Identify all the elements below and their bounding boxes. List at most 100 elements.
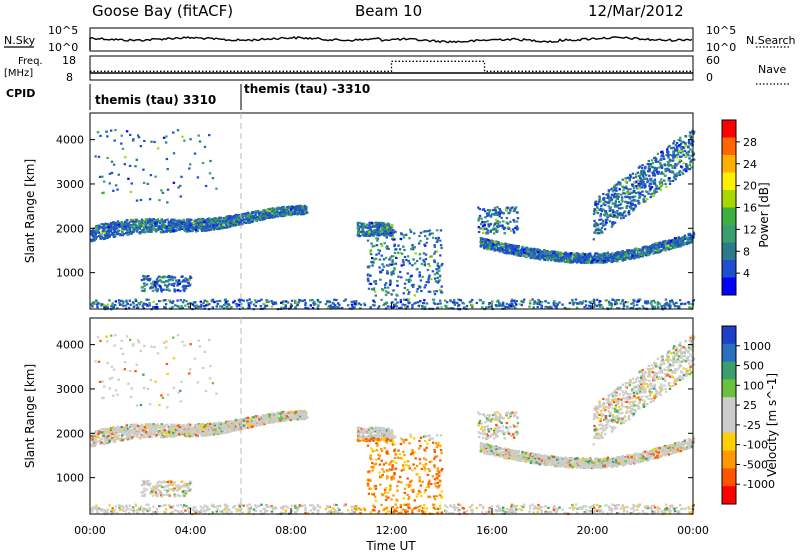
heatmap-cell [598,305,602,308]
heatmap-cell [244,221,248,225]
heatmap-cell [621,200,624,203]
heatmap-cell [692,132,695,135]
heatmap-cell [416,267,419,270]
heatmap-cell [520,252,523,255]
heatmap-cell [306,211,309,214]
heatmap-cell [412,248,415,251]
heatmap-cell [391,259,394,262]
heatmap-cell [374,280,377,283]
heatmap-cell [149,220,152,223]
heatmap-cell [434,280,438,283]
heatmap-cell [633,254,636,257]
heatmap-cell [367,226,370,229]
heatmap-cell [671,240,674,244]
heatmap-cell [319,301,322,304]
heatmap-cell [637,182,640,185]
heatmap-cell [690,306,694,309]
heatmap-cell [661,249,664,252]
heatmap-cell [194,228,198,231]
heatmap-cell [383,302,386,305]
heatmap-cell [237,303,241,306]
heatmap-cell [495,245,498,248]
heatmap-cell [637,191,640,194]
heatmap-cell [260,298,263,301]
heatmap-cell [95,226,99,229]
heatmap-cell [669,240,673,243]
heatmap-cell [390,293,393,296]
heatmap-cell [427,230,430,233]
heatmap-cell [426,237,429,240]
heatmap-cell [687,242,691,245]
heatmap-cell [169,301,173,304]
heatmap-cell [646,181,649,184]
heatmap-cell [218,225,221,229]
heatmap-cell [120,222,123,225]
heatmap-cell [618,183,622,186]
heatmap-cell [413,294,416,297]
heatmap-cell [692,231,695,234]
heatmap-cell [178,224,181,227]
heatmap-cell [190,226,193,229]
heatmap-cell [633,180,636,184]
heatmap-cell [538,248,541,251]
heatmap-cell [678,158,682,161]
heatmap-cell [148,302,151,305]
heatmap-cell [581,253,584,256]
heatmap-cell [139,222,143,226]
heatmap-cell [542,254,546,258]
heatmap-cell [316,305,320,308]
heatmap-cell [594,252,597,255]
heatmap-cell [658,166,661,169]
heatmap-cell [290,205,293,209]
heatmap-cell [204,229,207,232]
heatmap-cell [379,278,382,281]
heatmap-cell [690,150,694,153]
heatmap-cell [598,197,601,200]
heatmap-cell [201,161,205,165]
heatmap-cell [475,301,478,305]
heatmap-cell [618,188,621,191]
heatmap-cell [630,249,634,252]
heatmap-cell [572,303,575,306]
heatmap-cell [102,237,106,240]
heatmap-cell [685,241,689,244]
heatmap-cell [359,303,363,306]
heatmap-cell [233,299,237,302]
heatmap-cell [626,205,629,208]
heatmap-cell [373,301,376,304]
heatmap-cell [140,224,143,228]
heatmap-cell [435,240,439,243]
heatmap-cell [629,173,632,177]
heatmap-cell [366,277,370,280]
heatmap-cell [263,213,266,216]
heatmap-cell [506,225,510,229]
heatmap-cell [401,303,404,306]
heatmap-cell [117,299,121,302]
heatmap-cell [126,232,129,235]
heatmap-cell [673,173,677,176]
heatmap-cell [400,264,403,267]
heatmap-cell [690,143,694,146]
heatmap-cell [518,254,521,257]
heatmap-cell [110,227,114,230]
heatmap-cell [385,290,388,293]
heatmap-cell [430,255,433,258]
heatmap-cell [166,188,170,191]
heatmap-cell [100,236,103,239]
heatmap-cell [644,185,647,188]
heatmap-cell [167,229,171,232]
heatmap-cell [249,213,252,216]
heatmap-cell [595,200,599,203]
heatmap-cell [592,261,595,264]
heatmap-cell [381,268,384,271]
heatmap-cell [382,233,386,236]
heatmap-cell [657,170,660,173]
heatmap-cell [173,218,176,221]
heatmap-cell [154,175,157,178]
heatmap-cell [399,251,402,255]
heatmap-cell [218,216,221,219]
heatmap-cell [126,222,129,225]
heatmap-cell [223,299,227,302]
heatmap-cell [598,198,601,201]
heatmap-cell [491,209,495,212]
